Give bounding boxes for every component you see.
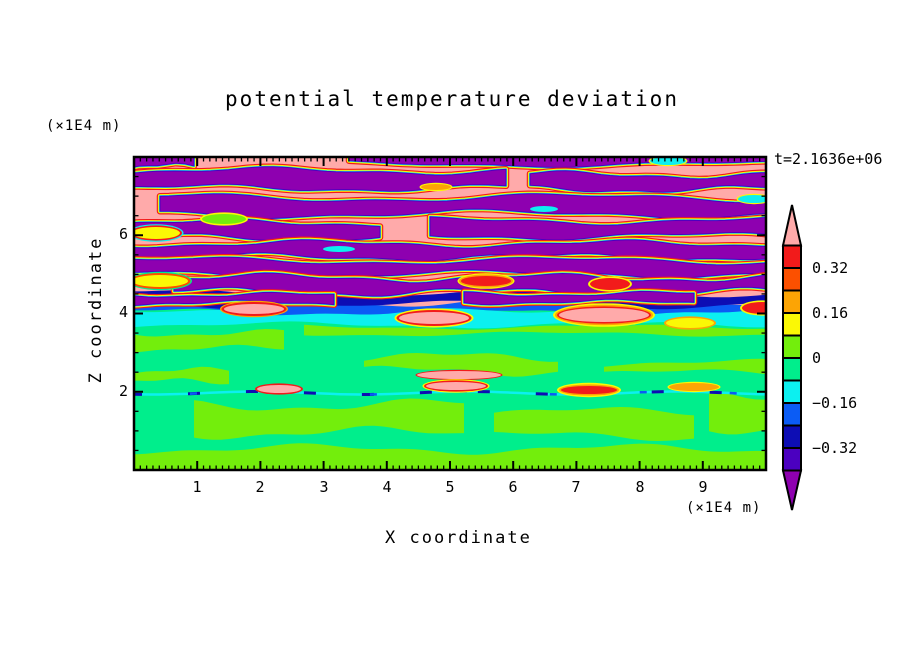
colorbar-box [782, 357, 802, 382]
x-tick-label: 7 [571, 478, 581, 496]
colorbar-label: −0.32 [812, 439, 858, 457]
colorbar-arrow-over [781, 204, 803, 247]
colorbar-label: 0 [812, 349, 822, 367]
contour-field [134, 157, 766, 470]
z-axis-unit: (×1E4 m) [46, 118, 122, 134]
colorbar-label: 0.16 [812, 304, 849, 322]
colorbar-box [782, 424, 802, 449]
colorbar-box [782, 334, 802, 359]
contour-plot [132, 155, 768, 472]
colorbar-box [782, 289, 802, 314]
x-axis-label: X coordinate [385, 528, 532, 548]
colorbar-box [782, 267, 802, 292]
x-tick-label: 5 [445, 478, 455, 496]
colorbar-arrow-under [781, 469, 803, 511]
plot-axes [132, 155, 768, 472]
x-tick-label: 2 [255, 478, 265, 496]
x-tick-label: 3 [319, 478, 329, 496]
colorbar-box [782, 447, 802, 472]
x-axis-unit: (×1E4 m) [686, 500, 762, 516]
colorbar [781, 204, 803, 511]
z-tick-label: 4 [118, 303, 128, 321]
colorbar-label: 0.32 [812, 259, 849, 277]
x-tick-label: 4 [382, 478, 392, 496]
x-tick-label: 6 [508, 478, 518, 496]
colorbar-box [782, 312, 802, 337]
x-tick-label: 9 [698, 478, 708, 496]
z-tick-label: 2 [118, 382, 128, 400]
plot-title: potential temperature deviation [225, 87, 679, 111]
z-tick-label: 6 [118, 225, 128, 243]
time-label: t=2.1636e+06 [774, 150, 883, 168]
colorbar-box [782, 379, 802, 404]
colorbar-box [782, 244, 802, 269]
colorbar-box [782, 402, 802, 427]
colorbar-label: −0.16 [812, 394, 858, 412]
x-tick-label: 1 [192, 478, 202, 496]
x-tick-label: 8 [635, 478, 645, 496]
